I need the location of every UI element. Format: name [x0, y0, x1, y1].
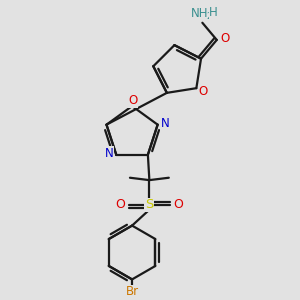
Text: H: H: [209, 6, 218, 19]
Text: O: O: [198, 85, 208, 98]
Text: O: O: [173, 198, 183, 212]
Text: N: N: [104, 147, 113, 160]
Text: Br: Br: [125, 285, 139, 298]
Text: S: S: [145, 198, 154, 212]
Text: NH: NH: [191, 7, 209, 20]
Text: O: O: [128, 94, 137, 107]
Text: N: N: [161, 117, 170, 130]
Text: O: O: [116, 198, 126, 212]
Text: O: O: [220, 32, 230, 45]
Text: 2: 2: [207, 12, 212, 21]
